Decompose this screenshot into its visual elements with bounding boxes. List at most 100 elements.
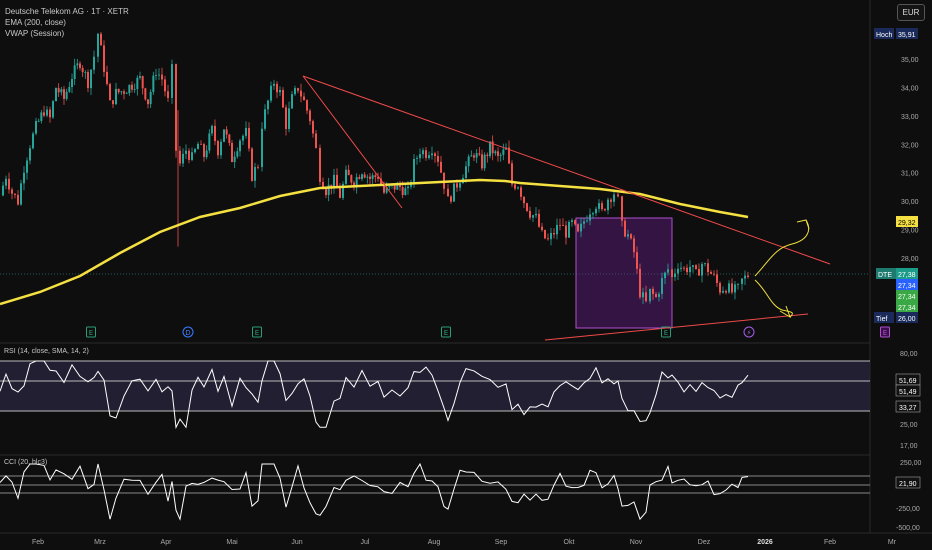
- candle-body: [233, 156, 236, 163]
- candle-body: [526, 203, 528, 211]
- candle-body: [434, 153, 436, 157]
- candle-body: [744, 275, 746, 279]
- candle-body: [319, 147, 321, 182]
- candle-body: [144, 88, 147, 100]
- candle-body: [303, 96, 305, 101]
- ema-legend[interactable]: EMA (200, close): [5, 18, 66, 27]
- event-markers: E D E E E ⚡ E: [86, 326, 890, 338]
- svg-text:E: E: [444, 329, 448, 337]
- event-marker[interactable]: E: [661, 326, 671, 338]
- candle-body: [136, 77, 139, 89]
- high-value: 35,91: [898, 32, 916, 39]
- candle-body: [257, 167, 259, 168]
- candle-body: [481, 154, 483, 169]
- svg-text:D: D: [185, 329, 190, 337]
- candle-body: [695, 265, 697, 269]
- candle-body: [188, 150, 190, 160]
- svg-text:E: E: [255, 329, 259, 337]
- candle-body: [437, 156, 439, 162]
- event-marker[interactable]: E: [86, 326, 96, 338]
- lower-trendline[interactable]: [544, 313, 809, 341]
- last-price-value: 27,38: [898, 272, 916, 279]
- symbol-title[interactable]: Deutsche Telekom AG · 1T · XETR: [5, 7, 129, 16]
- candle-body: [529, 210, 531, 218]
- rsi-pane-label[interactable]: RSI (14, close, SMA, 14, 2): [4, 348, 89, 355]
- price-tick-label: 30,00: [901, 199, 919, 206]
- candle-body: [467, 156, 470, 167]
- candle-body: [491, 141, 494, 154]
- candle-body: [71, 78, 73, 88]
- candle-body: [553, 232, 555, 235]
- candle-body: [211, 125, 213, 134]
- time-axis-label: Mai: [226, 539, 238, 546]
- candle-body: [205, 150, 208, 158]
- candle-body: [109, 83, 111, 101]
- cci-value-tag: 21,90: [895, 476, 921, 489]
- cci-tick-neg500: -500,00: [896, 525, 920, 532]
- event-marker[interactable]: ⚡: [743, 326, 755, 338]
- cci-value: 21,90: [899, 481, 917, 488]
- candle-body: [279, 90, 281, 93]
- svg-text:⚡: ⚡: [747, 329, 752, 337]
- candle-body: [377, 176, 379, 179]
- candle-body: [404, 188, 407, 196]
- vwap-legend[interactable]: VWAP (Session): [5, 29, 65, 38]
- candle-body: [273, 83, 275, 86]
- candle-body: [179, 150, 181, 164]
- ema200-line: [0, 178, 749, 306]
- candle-body: [565, 225, 567, 238]
- rsi-band: [0, 361, 870, 411]
- candle-body: [117, 88, 120, 93]
- candle-body: [652, 288, 654, 294]
- candle-body: [580, 223, 582, 232]
- rsi-tick-25: 25,00: [900, 422, 918, 429]
- event-marker[interactable]: E: [441, 326, 451, 338]
- time-axis-label: Feb: [32, 539, 44, 546]
- event-marker[interactable]: E: [880, 326, 890, 338]
- candle-body: [231, 142, 233, 163]
- candle-body: [380, 178, 382, 185]
- cci-pane-label[interactable]: CCI (20, hlc3): [4, 459, 48, 466]
- candle-body: [667, 269, 669, 273]
- candle-body: [633, 238, 635, 253]
- ema-value: 29,32: [898, 220, 916, 227]
- candle-body: [103, 45, 105, 72]
- ema-price-tag: 29,32: [896, 216, 918, 227]
- candle-body: [23, 172, 25, 184]
- candle-body: [220, 141, 222, 156]
- candle-body: [486, 154, 489, 157]
- candle-body: [288, 108, 290, 129]
- candle-body: [270, 85, 272, 101]
- candle-body: [704, 263, 706, 265]
- time-axis-label: Mrz: [94, 539, 106, 546]
- time-axis-label: Sep: [495, 539, 508, 546]
- candle-body: [520, 187, 522, 197]
- candle-body: [76, 63, 79, 66]
- candle-body: [191, 152, 193, 160]
- candle-body: [29, 148, 31, 161]
- rsi-sma-value: 51,49: [899, 389, 917, 396]
- event-marker[interactable]: E: [252, 326, 262, 338]
- rsi-lower-value: 33,27: [899, 405, 917, 412]
- candle-body: [494, 151, 497, 154]
- steep-trendline[interactable]: [302, 75, 403, 209]
- candle-body: [322, 181, 324, 190]
- candle-body: [571, 220, 573, 222]
- candle-body: [171, 64, 173, 98]
- candle-body: [294, 88, 296, 95]
- candle-body: [5, 178, 7, 186]
- time-axis-label: Aug: [428, 539, 441, 546]
- candle-body: [214, 125, 216, 142]
- candle-body: [577, 224, 579, 232]
- candle-body: [413, 158, 415, 182]
- currency-button[interactable]: EUR: [897, 4, 925, 21]
- candle-body: [701, 264, 703, 276]
- candle-body: [57, 88, 60, 93]
- candle-body: [589, 214, 591, 221]
- candle-body: [416, 158, 418, 159]
- upper-trendline[interactable]: [302, 75, 831, 265]
- event-marker[interactable]: D: [182, 326, 194, 338]
- candle-body: [604, 209, 606, 211]
